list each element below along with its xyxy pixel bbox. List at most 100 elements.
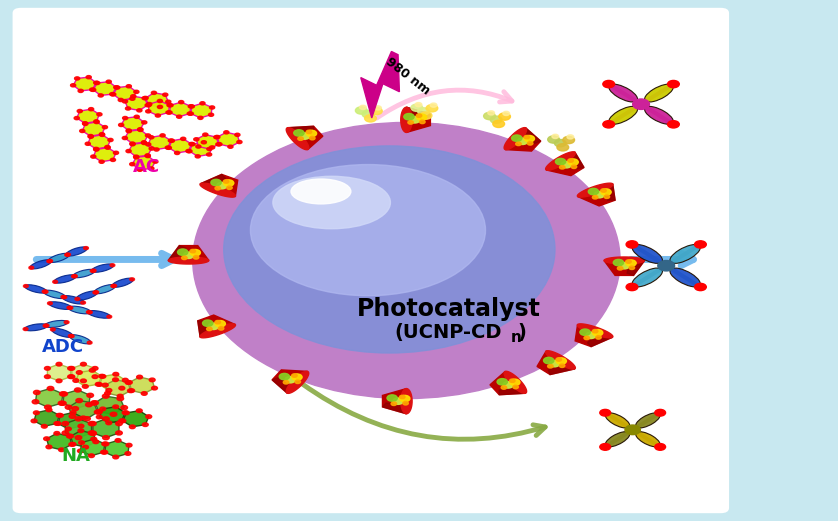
Circle shape — [186, 150, 191, 153]
Circle shape — [70, 442, 76, 446]
Circle shape — [69, 414, 75, 418]
Circle shape — [227, 186, 232, 190]
Ellipse shape — [251, 165, 485, 296]
Circle shape — [94, 120, 99, 123]
Polygon shape — [546, 351, 576, 369]
Circle shape — [166, 111, 171, 114]
Circle shape — [50, 328, 55, 331]
Circle shape — [375, 106, 381, 110]
Circle shape — [97, 113, 102, 116]
Circle shape — [285, 377, 295, 383]
Circle shape — [48, 259, 53, 263]
Circle shape — [601, 189, 606, 192]
Ellipse shape — [24, 324, 48, 331]
Polygon shape — [113, 86, 137, 100]
Polygon shape — [565, 152, 584, 169]
Polygon shape — [577, 184, 615, 206]
Polygon shape — [200, 175, 225, 188]
Circle shape — [279, 374, 289, 380]
Polygon shape — [490, 371, 525, 395]
Circle shape — [510, 379, 520, 386]
Circle shape — [126, 129, 132, 132]
Circle shape — [82, 122, 88, 125]
Polygon shape — [198, 321, 213, 337]
Circle shape — [146, 110, 151, 113]
Circle shape — [126, 443, 132, 447]
Circle shape — [169, 139, 174, 142]
Circle shape — [189, 105, 194, 108]
Circle shape — [618, 267, 623, 270]
Circle shape — [207, 147, 212, 151]
Circle shape — [215, 135, 220, 139]
Ellipse shape — [76, 291, 97, 300]
Circle shape — [355, 107, 367, 114]
Polygon shape — [272, 378, 294, 393]
Circle shape — [79, 441, 85, 444]
Circle shape — [217, 143, 222, 146]
Circle shape — [95, 81, 100, 84]
Ellipse shape — [670, 244, 701, 264]
Circle shape — [626, 241, 638, 248]
Circle shape — [168, 104, 173, 107]
Circle shape — [420, 112, 432, 119]
Circle shape — [510, 379, 515, 382]
Circle shape — [91, 432, 96, 436]
Circle shape — [189, 142, 194, 145]
Circle shape — [203, 133, 208, 137]
Circle shape — [120, 419, 126, 423]
Circle shape — [210, 106, 215, 109]
Circle shape — [118, 98, 123, 102]
Circle shape — [44, 366, 50, 370]
Circle shape — [87, 311, 92, 314]
Polygon shape — [70, 431, 96, 447]
Circle shape — [626, 260, 636, 266]
Circle shape — [556, 158, 566, 165]
Circle shape — [619, 263, 629, 269]
Polygon shape — [200, 175, 238, 196]
Polygon shape — [168, 245, 186, 260]
Circle shape — [142, 121, 147, 124]
Circle shape — [91, 155, 96, 158]
Circle shape — [125, 381, 131, 384]
Circle shape — [65, 405, 72, 410]
Text: Photocatalyst: Photocatalyst — [356, 297, 541, 321]
Text: ): ) — [517, 323, 526, 342]
Polygon shape — [169, 102, 191, 117]
Circle shape — [85, 403, 92, 407]
Circle shape — [200, 102, 205, 105]
Ellipse shape — [636, 432, 660, 447]
Circle shape — [148, 135, 154, 139]
Polygon shape — [604, 260, 644, 276]
Circle shape — [142, 96, 147, 100]
Circle shape — [67, 306, 72, 309]
Circle shape — [54, 431, 59, 435]
Circle shape — [198, 116, 203, 119]
FancyArrowPatch shape — [302, 383, 546, 439]
Circle shape — [145, 154, 151, 158]
Circle shape — [101, 450, 106, 454]
Circle shape — [559, 364, 565, 367]
Circle shape — [567, 135, 574, 139]
Polygon shape — [401, 107, 412, 132]
Circle shape — [393, 398, 403, 404]
Circle shape — [695, 283, 706, 291]
Circle shape — [142, 141, 147, 144]
Polygon shape — [72, 364, 95, 381]
Circle shape — [90, 368, 96, 372]
Circle shape — [122, 411, 128, 415]
Polygon shape — [34, 410, 59, 426]
Circle shape — [404, 114, 414, 120]
Polygon shape — [123, 411, 149, 427]
Polygon shape — [361, 52, 400, 118]
Ellipse shape — [670, 268, 701, 287]
Circle shape — [626, 260, 631, 263]
Circle shape — [122, 137, 127, 140]
Circle shape — [108, 139, 113, 142]
Circle shape — [146, 104, 151, 107]
Circle shape — [100, 133, 105, 137]
Circle shape — [131, 95, 136, 98]
Circle shape — [32, 400, 39, 404]
Circle shape — [23, 328, 28, 330]
Circle shape — [90, 431, 96, 435]
Circle shape — [73, 275, 77, 278]
